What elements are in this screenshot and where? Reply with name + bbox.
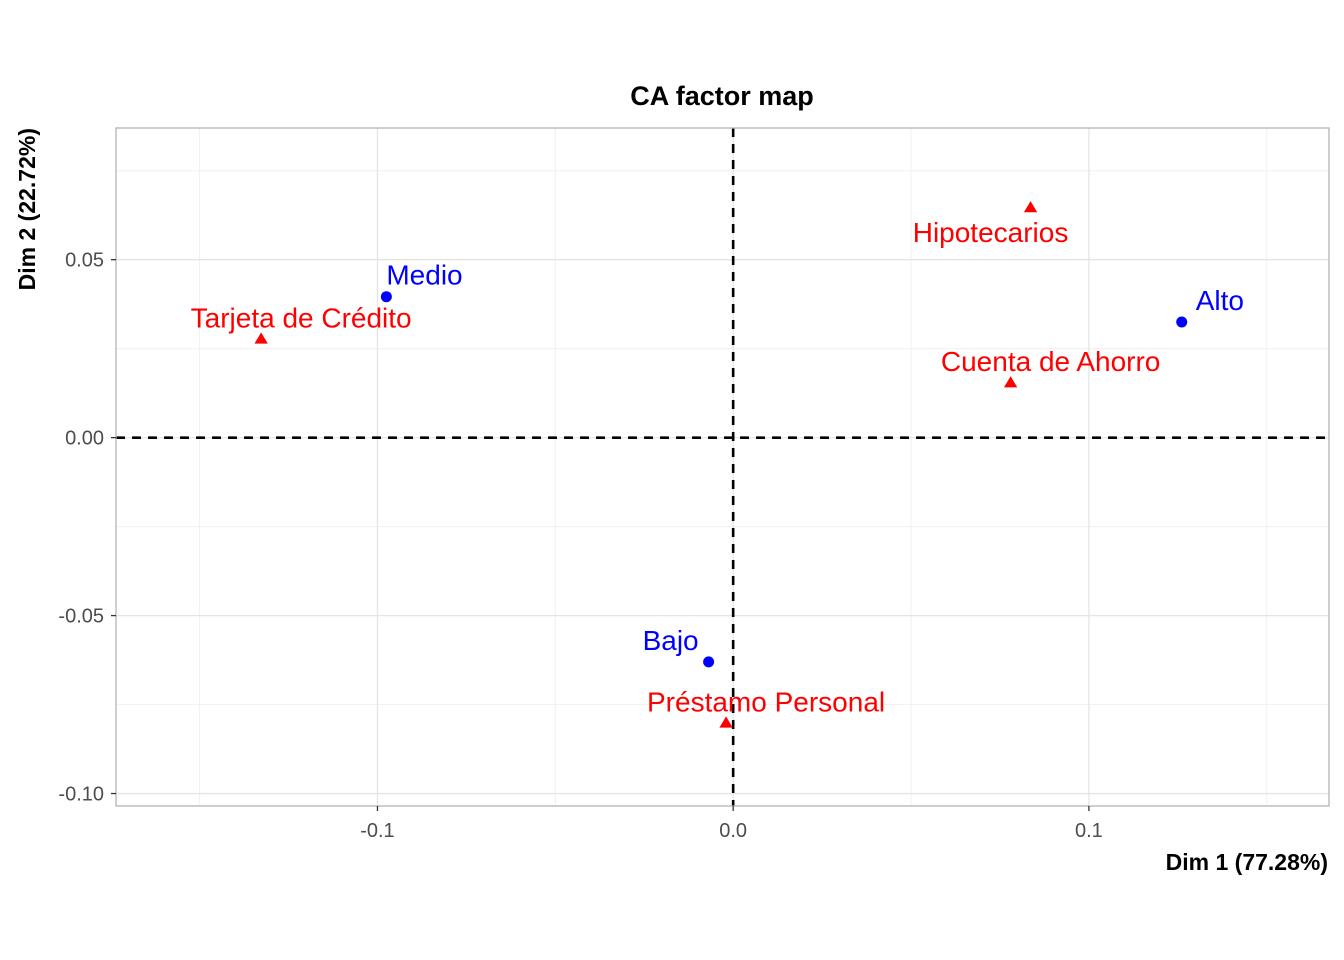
row-point-marker [703, 656, 715, 668]
column-point-marker [1003, 376, 1018, 388]
point-label: Préstamo Personal [647, 686, 885, 717]
y-tick-label: 0.05 [65, 250, 104, 272]
point-label: Bajo [643, 625, 699, 656]
chart-title: CA factor map [630, 81, 814, 111]
row-point-marker [1176, 316, 1188, 328]
point-labels: Medio Alto Bajo Tarjeta de Crédito Hipotecar… [191, 217, 1244, 717]
column-point-marker [719, 716, 733, 728]
column-point-marker [254, 332, 268, 344]
point-label: Tarjeta de Crédito [191, 302, 412, 333]
y-axis-title: Dim 2 (22.72%) [14, 128, 40, 290]
point-label: Alto [1196, 285, 1244, 316]
reference-lines [116, 128, 1329, 806]
point-label: Hipotecarios [913, 217, 1069, 248]
y-axis-ticks: -0.10 -0.05 0.00 0.05 [58, 250, 116, 806]
y-tick-label: 0.00 [65, 428, 104, 450]
x-tick-label: -0.1 [360, 820, 394, 842]
x-axis-ticks: -0.1 0.0 0.1 [360, 806, 1103, 842]
panel-border [115, 127, 1330, 807]
minor-gridlines [116, 128, 1329, 806]
point-label: Cuenta de Ahorro [941, 346, 1161, 377]
x-tick-label: 0.0 [719, 820, 747, 842]
x-axis-title: Dim 1 (77.28%) [1166, 849, 1328, 875]
y-tick-label: -0.10 [58, 784, 104, 806]
x-tick-label: 0.1 [1075, 820, 1103, 842]
row-point-marker [380, 291, 392, 303]
column-point-marker [1023, 201, 1038, 213]
data-points [254, 201, 1188, 728]
point-label: Medio [386, 260, 462, 291]
y-tick-label: -0.05 [58, 606, 104, 628]
